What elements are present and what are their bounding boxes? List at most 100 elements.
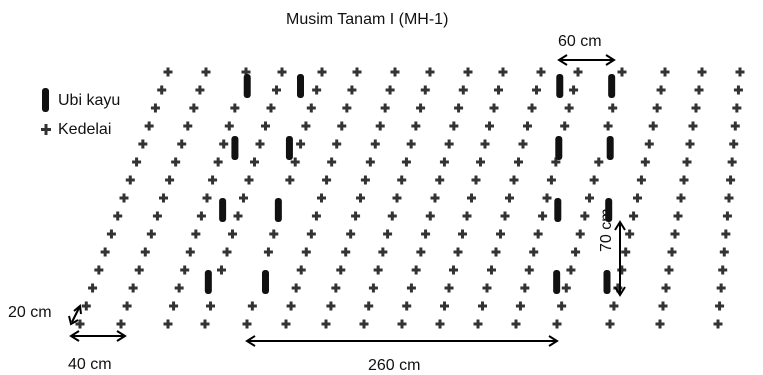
soybean-plant (713, 319, 723, 329)
soybean-plant (473, 319, 483, 329)
soybean-plant (88, 283, 98, 293)
soybean-plant (425, 67, 435, 77)
soybean-plant (312, 85, 322, 95)
soybean-plant (219, 139, 229, 149)
soybean-plant (463, 67, 473, 77)
soybean-plant (439, 157, 449, 167)
soybean-plant (573, 67, 583, 77)
soybean-plant (440, 301, 449, 311)
soybean-plant (560, 121, 570, 131)
soybean-plant (719, 247, 729, 257)
soybean-plant (201, 67, 211, 77)
soybean-plant (191, 229, 201, 239)
soybean-plant (489, 103, 499, 113)
soybean-plant (373, 265, 383, 275)
soybean-plant (392, 193, 402, 203)
soybean-plant (183, 121, 193, 131)
soybean-plant (311, 211, 321, 221)
soybean-plant (551, 157, 561, 167)
soybean-plant (346, 229, 356, 239)
soybean-plant (478, 301, 487, 311)
cassava-plants (204, 74, 616, 294)
soybean-plant (733, 85, 743, 95)
soybean-plant (213, 157, 223, 167)
soybean-plant (449, 121, 459, 131)
cassava-plant (204, 270, 212, 294)
soybean-plant (529, 247, 539, 257)
soybean-plant (81, 301, 91, 311)
soybean-plant (195, 85, 205, 95)
soybean-plant (100, 247, 110, 257)
soybean-plant (718, 265, 728, 275)
soybean-plant (532, 85, 541, 95)
soybean-plant (206, 301, 215, 311)
soybean-plant (411, 265, 421, 275)
soybean-plant (729, 139, 739, 149)
soybean-plant (94, 265, 104, 275)
soybean-plant (241, 67, 251, 77)
soybean-plant (617, 67, 627, 77)
soybean-plant (435, 175, 445, 185)
soybean-plant (272, 85, 281, 95)
cassava-plant (285, 136, 293, 160)
soybean-plant (281, 319, 291, 329)
soybean-plant (430, 193, 440, 203)
soybean-plant (453, 247, 463, 257)
soybean-plant (370, 139, 380, 149)
soybean-plant (163, 319, 173, 329)
soybean-plant (385, 85, 395, 95)
soybean-plant (159, 193, 168, 203)
soybean-plant (337, 121, 347, 131)
soybean-plant (242, 319, 252, 329)
arrow-60cm (557, 54, 616, 66)
soybean-plant (165, 175, 175, 185)
soybean-plant (727, 157, 737, 167)
soybean-plants (75, 67, 745, 329)
soybean-plant (255, 139, 265, 149)
soybean-plant (119, 193, 129, 203)
soybean-plant (163, 67, 173, 77)
soybean-plant (546, 175, 556, 185)
soybean-plant (263, 247, 273, 257)
soybean-plant (360, 175, 370, 185)
soybean-plant (644, 139, 654, 149)
arrow-20cm (68, 304, 82, 326)
soybean-plant (670, 229, 680, 239)
soybean-plant (697, 67, 707, 77)
soybean-plant (605, 319, 615, 329)
soybean-plant (682, 157, 692, 167)
soybean-plant (196, 211, 206, 221)
soybean-plant (269, 229, 279, 239)
label-60cm: 60 cm (558, 33, 602, 50)
soybean-plant (331, 283, 341, 293)
soybean-plant (679, 175, 689, 185)
soybean-plant (261, 121, 270, 131)
soybean-plant (515, 301, 525, 311)
soybean-plant (138, 139, 148, 149)
soybean-plant (435, 319, 445, 329)
soybean-plant (332, 139, 342, 149)
soybean-plant (716, 283, 726, 293)
soybean-plant (538, 211, 548, 221)
soybean-plant (629, 211, 639, 221)
soybean-plant (664, 265, 674, 275)
soybean-plant (514, 157, 523, 167)
cassava-plant (274, 198, 282, 222)
cassava-plant (231, 136, 239, 160)
soybean-plant (625, 229, 635, 239)
soybean-plant (603, 121, 613, 131)
legend-cassava-icon (42, 88, 49, 112)
soybean-plant (285, 175, 295, 185)
label-260cm: 260 cm (368, 357, 421, 374)
soybean-plant (491, 247, 501, 257)
soybean-plant (202, 193, 212, 203)
soybean-plant (317, 193, 326, 203)
soybean-plant (230, 103, 240, 113)
soybean-plant (533, 229, 543, 239)
soybean-plant (730, 121, 740, 131)
soybean-plant (561, 283, 571, 293)
soybean-plant (575, 229, 585, 239)
soybean-plant (589, 175, 599, 185)
soybean-plant (291, 283, 301, 293)
